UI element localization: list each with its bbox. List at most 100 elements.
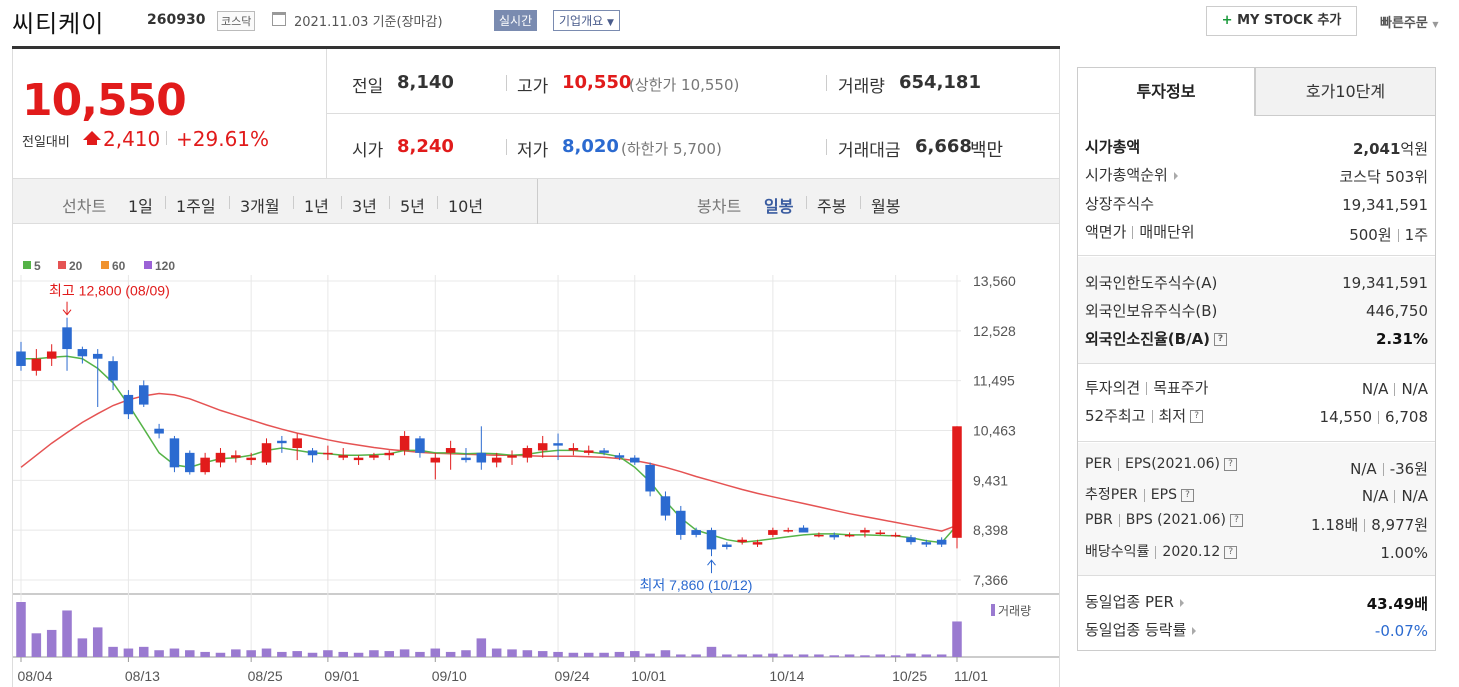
sector-chg-label[interactable]: 동일업종 등락률 [1085,619,1197,640]
up-arrow-stem [87,139,97,145]
volume-bar [138,646,149,657]
candle-body [200,457,210,473]
candle-body [860,530,870,533]
candle-body [62,327,72,350]
candle-body [292,438,302,449]
volume-bar [737,654,747,657]
candle-monthly[interactable]: 월봉 [871,197,901,216]
volume-bar [645,653,655,657]
up-arrow-icon [83,131,101,140]
candle-weekly[interactable]: 주봉 [817,197,847,216]
divider [1151,410,1153,423]
volume-bar [522,650,533,657]
chevron-down-icon: ▼ [1432,20,1439,29]
period-10year[interactable]: 10년 [448,197,484,216]
divider [826,75,827,91]
volume-bar [783,654,793,657]
div-label: 배당수익률 [1085,544,1150,560]
volume-bar [185,650,195,657]
w52-value: 14,550 6,708 [1320,408,1428,426]
period-1week[interactable]: 1주일 [176,197,216,216]
x-tick-label: 10/01 [631,668,666,684]
volume-bar [92,627,103,657]
candle-body [415,438,425,453]
volume-bar [706,646,717,657]
volume-bar [614,651,625,657]
divider [806,196,807,209]
divider [341,196,342,209]
price-chart[interactable]: 13,560 12,528 11,495 10,463 9,431 8,398 7,366 0… [12,224,1060,687]
cap-rank-label[interactable]: 시가총액순위 [1085,164,1178,185]
volume-bar [921,654,932,657]
volume-bar [445,651,456,657]
candle-body [277,440,287,444]
candle-body [476,452,487,463]
volume-bar [722,654,732,657]
est-per-eps-label: 추정PER EPS? [1085,484,1194,504]
divider [1378,411,1380,424]
divider [860,196,861,209]
pbr-bps-value: 1.18배 8,977원 [1311,514,1428,535]
sector-per-value: 43.49배 [1366,595,1428,613]
volume-legend-label: 거래량 [998,604,1031,618]
period-3year[interactable]: 3년 [352,197,377,216]
chevron-down-icon: ▼ [607,18,614,28]
change-percent: +29.61% [176,127,270,151]
tab-order-book[interactable]: 호가10단계 [1255,67,1436,116]
est-eps-value: N/A [1401,487,1428,505]
divider [1118,513,1120,527]
sector-per-text: 동일업종 PER [1085,593,1174,611]
w52-high-value: 14,550 [1319,408,1373,426]
candle-body [737,539,747,543]
help-icon[interactable]: ? [1190,410,1204,423]
y-tick-label: 12,528 [973,323,1016,339]
candle-daily[interactable]: 일봉 [764,197,794,216]
eps-value: -36원 [1389,460,1428,478]
volume-bar [583,652,594,657]
legend-swatch [58,261,66,269]
company-overview-dropdown[interactable]: 기업개요 ▼ [553,10,620,31]
sector-per-label[interactable]: 동일업종 PER [1085,591,1184,612]
help-icon[interactable]: ? [1224,457,1238,471]
tab-investment-info[interactable]: 투자정보 [1077,67,1255,116]
volume-bar [507,649,517,657]
candle-body [215,452,226,463]
period-3month[interactable]: 3개월 [240,197,280,216]
period-1year[interactable]: 1년 [304,197,329,216]
stock-code: 260930 [147,12,206,28]
period-5year[interactable]: 5년 [400,197,425,216]
caret-right-icon [1192,626,1197,635]
divider [1364,519,1366,532]
info-section-foreign [1078,257,1435,364]
candle-chart-label: 봉차트 [697,197,742,216]
w52-high-label: 52주최고 [1085,407,1146,425]
foreign-ratio-label: 외국인소진율(B/A)? [1085,328,1228,349]
candle-body [875,532,886,534]
est-eps-label: EPS [1150,487,1177,503]
help-icon[interactable]: ? [1214,333,1228,346]
period-1day[interactable]: 1일 [128,197,153,216]
realtime-button[interactable]: 실시간 [494,10,538,31]
help-icon[interactable]: ? [1224,545,1238,559]
y-tick-label: 13,560 [973,273,1016,289]
candle-body [185,452,195,473]
open-label: 시가 [352,141,384,161]
candle-body [936,539,947,545]
volume-bar [123,648,134,657]
cap-rank-value: 코스닥 503위 [1339,168,1428,186]
est-per-eps-value: N/A N/A [1362,487,1428,505]
candle-body [691,530,701,535]
bps-value: 8,977원 [1371,516,1428,534]
volume-bar [384,651,395,657]
mystock-add-button[interactable]: + MY STOCK 추가 [1206,6,1357,36]
period-bar [12,179,1060,224]
candle-body [77,349,88,357]
volume-bar [630,651,640,657]
quick-order-dropdown[interactable]: 빠른주문 ▼ [1380,12,1439,31]
pbr-bps-label: PBR BPS (2021.06)? [1085,512,1243,528]
per-label: PER [1085,456,1113,472]
help-icon[interactable]: ? [1229,513,1243,527]
help-icon[interactable]: ? [1180,488,1194,502]
market-cap-label: 시가총액 [1085,138,1141,156]
unit-value: 1주 [1404,226,1428,244]
